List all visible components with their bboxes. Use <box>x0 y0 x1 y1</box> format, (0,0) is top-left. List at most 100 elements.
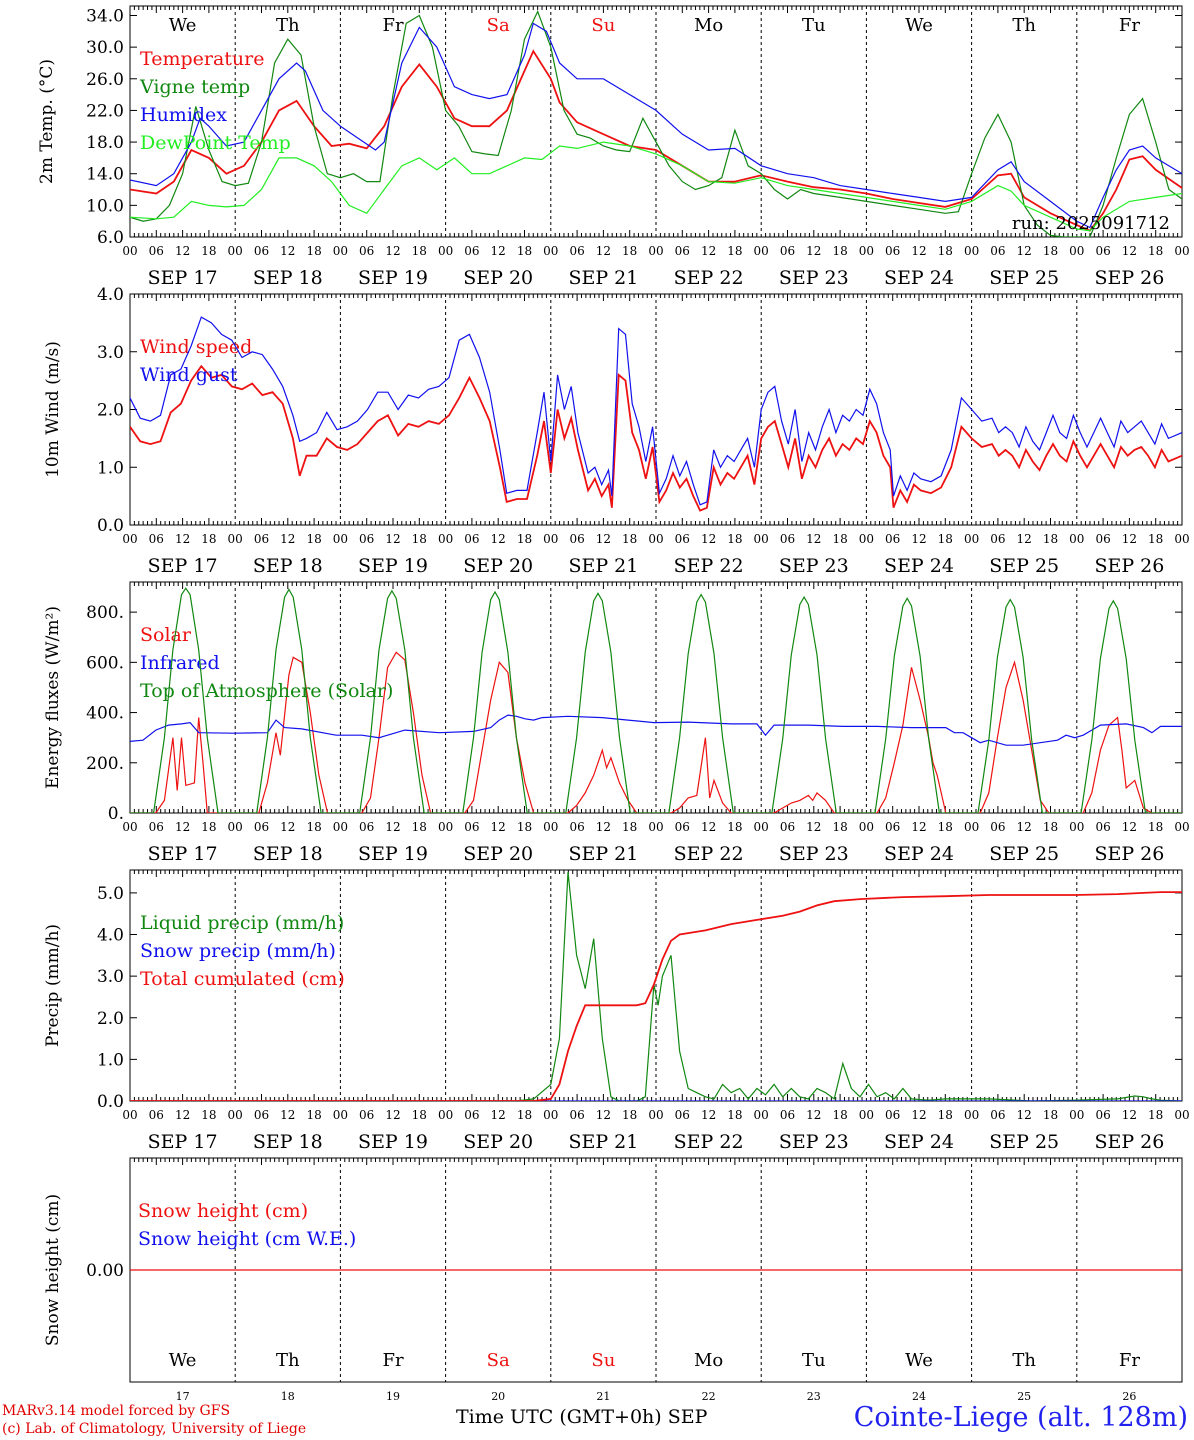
hour-label: 00 <box>438 244 453 258</box>
hour-label: 00 <box>964 244 979 258</box>
hour-label: 18 <box>832 532 847 546</box>
weekday-label: Mo <box>694 15 723 36</box>
hour-label: 00 <box>648 820 663 834</box>
hour-label: 06 <box>885 1108 900 1122</box>
date-label: SEP 22 <box>674 843 744 865</box>
hour-label: 06 <box>254 244 269 258</box>
date-label: SEP 17 <box>148 1131 218 1153</box>
hour-label: 00 <box>543 1108 558 1122</box>
panel-2: 0.0 1.0 2.0 3.0 4.0 10m Wind (m/s) 00 06 12 18 SEP… <box>43 285 1190 577</box>
hour-label: 12 <box>596 820 611 834</box>
day-number-label: 17 <box>176 1390 190 1403</box>
hour-label: 12 <box>280 1108 295 1122</box>
hour-label: 12 <box>1122 244 1137 258</box>
y-tick-label: 0. <box>108 804 124 824</box>
hour-label: 06 <box>254 1108 269 1122</box>
weekday-label: Su <box>591 1350 615 1371</box>
hour-label: 00 <box>438 532 453 546</box>
hour-label: 12 <box>491 1108 506 1122</box>
hour-label: 06 <box>1095 820 1110 834</box>
day-number-label: 25 <box>1017 1390 1031 1403</box>
hour-label: 12 <box>385 1108 400 1122</box>
hour-label: 00 <box>648 244 663 258</box>
hour-label: 06 <box>780 820 795 834</box>
legend-label: Temperature <box>140 48 264 70</box>
series-line-total-cumulated-cm <box>130 891 1182 1101</box>
hour-label: 00 <box>438 820 453 834</box>
hour-label: 06 <box>885 532 900 546</box>
series-line-dewpoint-temp <box>130 141 1182 232</box>
legend-label: Liquid precip (mm/h) <box>140 912 344 934</box>
series-line-wind-speed <box>130 364 1182 512</box>
hour-label: 12 <box>1122 1108 1137 1122</box>
hour-label: 12 <box>806 1108 821 1122</box>
y-tick-label: 6.0 <box>97 228 124 248</box>
weekday-label: We <box>905 15 933 36</box>
hour-label: 00 <box>438 1108 453 1122</box>
day-number-label: 24 <box>912 1390 926 1403</box>
y-tick-label: 4.0 <box>97 285 124 305</box>
hour-label: 00 <box>859 1108 874 1122</box>
hour-label: 18 <box>201 820 216 834</box>
weekday-label: Th <box>1012 15 1036 36</box>
hour-label: 18 <box>306 820 321 834</box>
y-axis-label: 2m Temp. (°C) <box>37 59 57 184</box>
hour-label: 18 <box>1148 1108 1163 1122</box>
weekday-label: We <box>169 15 197 36</box>
hour-label: 12 <box>280 244 295 258</box>
hour-label: 18 <box>727 532 742 546</box>
date-label: SEP 23 <box>779 1131 849 1153</box>
hour-label: 06 <box>990 244 1005 258</box>
legend-label: Top of Atmosphere (Solar) <box>140 680 393 702</box>
y-tick-label: 18.0 <box>86 133 124 153</box>
date-label: SEP 25 <box>989 843 1059 865</box>
hour-label: 06 <box>569 820 584 834</box>
hour-label: 00 <box>228 1108 243 1122</box>
date-label: SEP 18 <box>253 843 323 865</box>
hour-label: 00 <box>228 820 243 834</box>
hour-label: 12 <box>1122 532 1137 546</box>
hour-label: 18 <box>412 1108 427 1122</box>
hour-label: 06 <box>359 1108 374 1122</box>
date-label: SEP 19 <box>358 267 428 289</box>
hour-label: 06 <box>569 532 584 546</box>
date-label: SEP 20 <box>463 267 533 289</box>
hour-label: 00 <box>754 1108 769 1122</box>
hour-label: 00 <box>964 820 979 834</box>
hour-label: 00 <box>122 244 137 258</box>
hour-label: 12 <box>175 1108 190 1122</box>
hour-label: 00 <box>333 532 348 546</box>
legend-label: Solar <box>140 624 192 646</box>
hour-label: 18 <box>938 820 953 834</box>
day-number-label: 22 <box>702 1390 716 1403</box>
hour-label: 00 <box>648 1108 663 1122</box>
hour-label: 18 <box>1043 532 1058 546</box>
hour-label: 00 <box>964 532 979 546</box>
hour-label: 18 <box>622 244 637 258</box>
model-credit: MARv3.14 model forced by GFS <box>2 1403 231 1419</box>
y-tick-label: 2.0 <box>97 1009 124 1029</box>
hour-label: 18 <box>1043 244 1058 258</box>
date-label: SEP 23 <box>779 267 849 289</box>
hour-label: 06 <box>149 244 164 258</box>
day-number-label: 19 <box>386 1390 400 1403</box>
date-label: SEP 22 <box>674 555 744 577</box>
hour-label: 18 <box>832 820 847 834</box>
hour-label: 00 <box>1069 820 1084 834</box>
hour-label: 12 <box>1017 532 1032 546</box>
date-label: SEP 24 <box>884 555 954 577</box>
hour-label: 12 <box>701 244 716 258</box>
hour-label: 06 <box>675 244 690 258</box>
hour-label: 00 <box>754 244 769 258</box>
day-number-label: 20 <box>491 1390 505 1403</box>
hour-label: 12 <box>911 1108 926 1122</box>
hour-label: 00 <box>333 820 348 834</box>
weekday-label: Th <box>276 15 300 36</box>
hour-label: 12 <box>491 244 506 258</box>
hour-label: 18 <box>622 820 637 834</box>
run-label: run: 2025091712 <box>1012 213 1170 234</box>
weekday-label: Th <box>1012 1350 1036 1371</box>
legend-label: Infrared <box>140 652 220 674</box>
hour-label: 12 <box>1122 820 1137 834</box>
y-tick-label: 26.0 <box>86 70 124 90</box>
